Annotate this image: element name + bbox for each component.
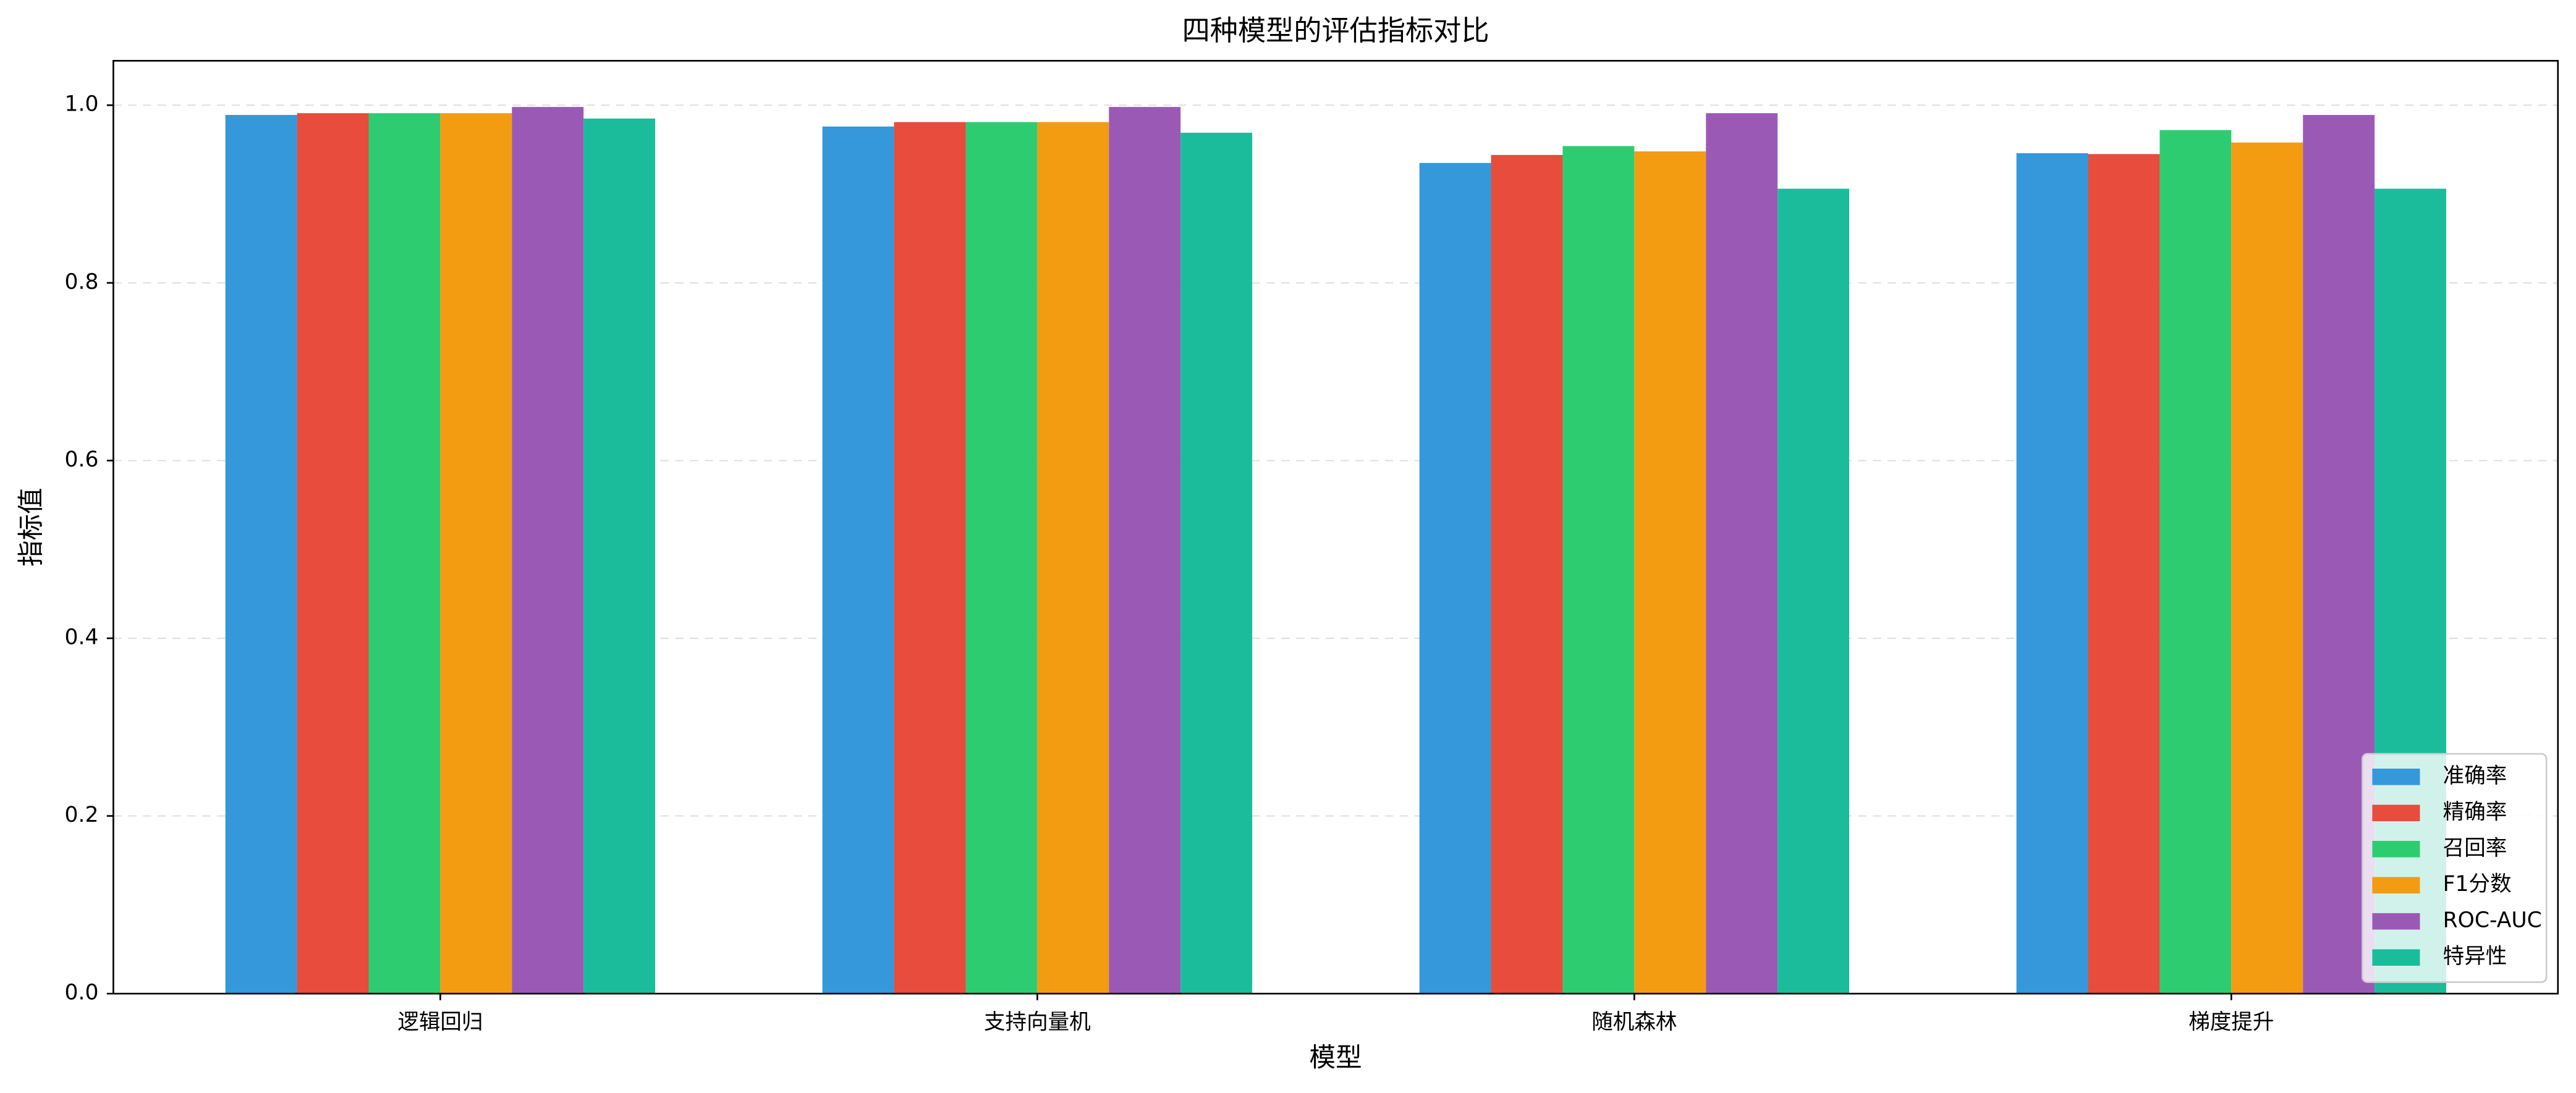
bar — [2231, 142, 2303, 994]
x-tick-label: 逻辑回归 — [397, 1010, 483, 1035]
y-tick-label: 0.0 — [65, 981, 99, 1005]
bar — [1562, 146, 1635, 994]
bar — [2088, 154, 2160, 994]
legend-label: ROC-AUC — [2443, 908, 2542, 933]
y-tick-label: 0.4 — [65, 625, 99, 650]
bar — [965, 122, 1038, 994]
bar — [368, 113, 441, 994]
y-axis-label: 指标值 — [17, 487, 47, 567]
y-tick-label: 0.2 — [65, 803, 99, 827]
x-tick-label: 梯度提升 — [2188, 1010, 2274, 1035]
legend-label: 准确率 — [2443, 764, 2507, 788]
legend-label: 召回率 — [2443, 836, 2507, 861]
bar — [1706, 113, 1778, 994]
legend-label: 特异性 — [2443, 944, 2507, 969]
y-tick-label: 0.8 — [65, 269, 99, 294]
bar — [2159, 130, 2232, 994]
x-tick-label: 支持向量机 — [984, 1010, 1091, 1035]
bar — [512, 107, 584, 994]
bar — [1109, 107, 1181, 994]
legend-swatch — [2372, 804, 2420, 822]
legend-label: F1分数 — [2443, 872, 2512, 897]
legend-swatch — [2372, 949, 2420, 966]
bar — [297, 113, 369, 994]
bar — [1180, 132, 1253, 994]
legend-swatch — [2372, 877, 2420, 894]
legend-swatch — [2372, 840, 2420, 858]
x-axis-label: 模型 — [1310, 1043, 1362, 1073]
bar — [822, 126, 894, 994]
bar — [894, 122, 966, 994]
y-tick-label: 1.0 — [65, 92, 99, 117]
legend-swatch — [2372, 769, 2420, 785]
bar — [1491, 154, 1563, 994]
y-tick-label: 0.6 — [65, 447, 99, 472]
bar — [1634, 151, 1706, 994]
bar — [225, 115, 297, 994]
plot-frame — [112, 60, 2559, 995]
bar — [583, 118, 656, 994]
bar — [2016, 153, 2088, 994]
legend-label: 精确率 — [2443, 800, 2507, 824]
bar — [1037, 122, 1109, 994]
bar — [1777, 188, 1850, 994]
x-tick-label: 随机森林 — [1591, 1010, 1677, 1035]
bar — [440, 113, 512, 994]
legend-swatch — [2372, 913, 2420, 930]
bar — [1419, 162, 1491, 994]
chart-title: 四种模型的评估指标对比 — [1182, 14, 1489, 47]
